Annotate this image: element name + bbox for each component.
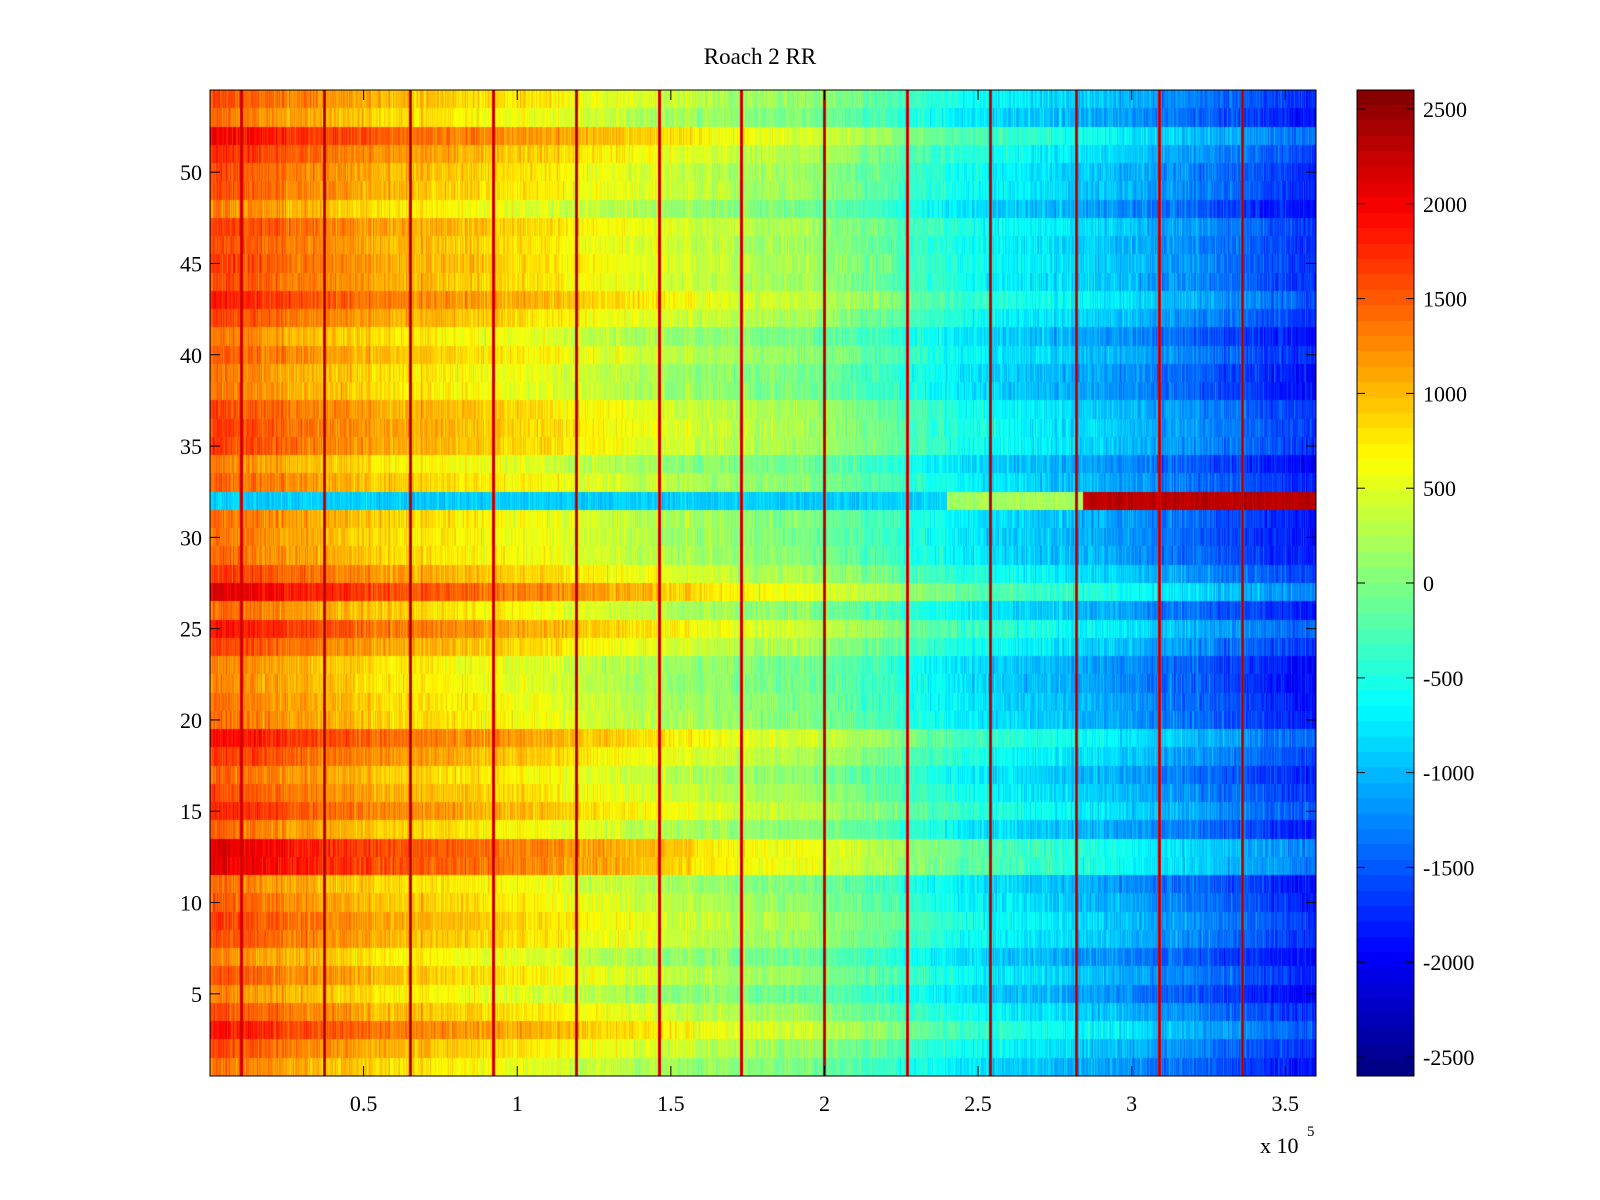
- y-tick-label: 50: [180, 160, 202, 185]
- chart-title: Roach 2 RR: [703, 44, 817, 69]
- x-tick-label: 3: [1126, 1091, 1137, 1116]
- colorbar-tick-label: 1500: [1423, 287, 1467, 312]
- colorbar-tick-label: 500: [1423, 476, 1456, 501]
- y-tick-label: 5: [191, 982, 202, 1007]
- x-tick-label: 2: [819, 1091, 830, 1116]
- colorbar-tick-label: 2500: [1423, 97, 1467, 122]
- x-tick-label: 1: [512, 1091, 523, 1116]
- x-axis-exponent-label: x 10: [1260, 1133, 1299, 1158]
- x-tick-label: 1.5: [657, 1091, 685, 1116]
- colorbar-tick-label: -1000: [1423, 761, 1474, 786]
- y-tick-label: 45: [180, 251, 202, 276]
- y-tick-label: 10: [180, 891, 202, 916]
- x-tick-label: 0.5: [350, 1091, 378, 1116]
- colorbar-tick-label: -2000: [1423, 950, 1474, 975]
- x-tick-label: 2.5: [964, 1091, 992, 1116]
- x-tick-label: 3.5: [1272, 1091, 1300, 1116]
- heatmap-plot-area: [210, 90, 1316, 1076]
- y-tick-label: 25: [180, 617, 202, 642]
- colorbar-tick-label: -500: [1423, 666, 1463, 691]
- x-axis-exponent-power: 5: [1307, 1124, 1315, 1140]
- colorbar-tick-label: 1000: [1423, 381, 1467, 406]
- colorbar-tick-label: 0: [1423, 571, 1434, 596]
- colorbar: [1357, 90, 1414, 1076]
- colorbar-frame: [1356, 89, 1415, 1077]
- y-tick-label: 15: [180, 799, 202, 824]
- colorbar-tick-label: 2000: [1423, 192, 1467, 217]
- y-tick-label: 35: [180, 434, 202, 459]
- y-tick-label: 20: [180, 708, 202, 733]
- colorbar-tick-label: -1500: [1423, 855, 1474, 880]
- colorbar-tick-label: -2500: [1423, 1045, 1474, 1070]
- y-tick-label: 40: [180, 343, 202, 368]
- plot-frame: [209, 89, 1317, 1077]
- y-tick-label: 30: [180, 525, 202, 550]
